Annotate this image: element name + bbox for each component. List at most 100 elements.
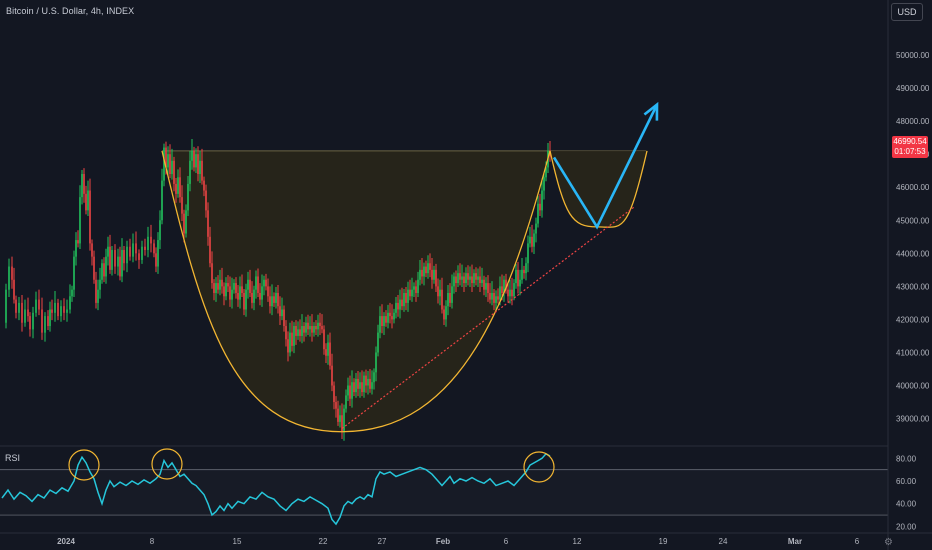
time-tick-label: 22 [319,537,328,546]
candle-body [153,243,155,254]
candle-body [175,183,177,194]
candle-body [515,269,517,284]
candle-body [129,246,131,257]
candle-body [373,372,375,383]
candle-body [359,382,361,389]
candle-body [331,365,333,386]
candle-body [191,150,193,161]
candle-body [71,289,73,297]
candle-body [545,167,547,178]
candle-body [407,289,409,303]
candle-body [431,269,433,280]
candle-body [273,296,275,303]
candle-body [447,292,449,307]
candle-body [103,263,105,277]
settings-gear-icon[interactable]: ⚙ [884,537,893,548]
candle-body [77,240,79,244]
candle-body [233,283,235,290]
price-tick-label: 44000.00 [896,249,930,258]
candle-body [425,266,427,274]
time-tick-label: 8 [150,537,155,546]
candle-body [529,236,531,244]
candle-body [479,276,481,284]
candle-body [511,289,513,297]
candle-body [225,283,227,297]
candle-body [349,385,351,399]
candle-body [381,316,383,327]
rsi-line [1,452,551,526]
candle-body [313,326,315,333]
candle-body [144,246,146,251]
candle-body [211,263,213,284]
candle-body [341,415,343,432]
candle-body [351,382,353,399]
overbought-circle [151,448,183,480]
candle-body [327,342,329,356]
candle-body [197,154,199,175]
candle-body [18,302,20,313]
candle-body [93,256,95,280]
candle-body [481,279,483,284]
candle-body [491,292,493,300]
candle-body [537,203,539,224]
candle-body [523,269,525,274]
candle-body [401,299,403,307]
candle-body [221,279,223,287]
price-tick-label: 40000.00 [896,382,930,391]
candle-body [369,378,371,389]
bar-countdown: 01:07:53 [894,147,926,156]
candle-body [333,385,335,403]
candle-body [499,286,501,300]
candle-body [539,203,541,211]
candle-body [99,279,101,290]
candle-body [281,309,283,317]
candle-body [60,306,62,317]
candle-body [505,279,507,290]
candle-body [503,279,505,293]
candle-body [63,306,65,313]
candle-body [21,302,23,323]
candle-body [487,283,489,293]
candle-body [107,246,109,257]
candle-body [247,279,249,290]
candle-body [231,289,233,300]
candle-body [161,180,163,221]
candle-body [259,292,261,300]
candle-body [215,283,217,293]
candle-body [179,177,181,198]
candle-body [395,302,397,313]
candle-body [261,286,263,300]
candle-body [397,302,399,310]
overbought-circle [68,449,100,481]
candles [5,138,551,441]
candle-body [141,246,143,260]
price-tick-label: 48000.00 [896,117,930,126]
candle-body [353,382,355,393]
candle-body [413,286,415,290]
candle-body [66,309,68,313]
candle-body [475,273,477,280]
candle-body [403,292,405,307]
candle-body [365,375,367,386]
candle-body [513,283,515,297]
candle-body [57,302,59,317]
rsi-tick-label: 20.00 [896,522,917,531]
candle-body [277,292,279,307]
time-tick-label: Mar [788,537,802,546]
currency-button[interactable]: USD [891,3,923,21]
candle-body [209,236,211,264]
candle-body [453,276,455,287]
candle-body [263,279,265,287]
price-tick-label: 45000.00 [896,216,930,225]
candle-body [169,154,171,175]
price-tick-label: 46000.00 [896,183,930,192]
candle-body [157,240,159,267]
candle-body [367,378,369,386]
candle-body [11,266,13,280]
candle-body [5,289,7,323]
candle-body [439,289,441,297]
candle-body [49,309,51,327]
candle-body [267,286,269,297]
candle-body [135,243,137,254]
candle-body [265,279,267,287]
